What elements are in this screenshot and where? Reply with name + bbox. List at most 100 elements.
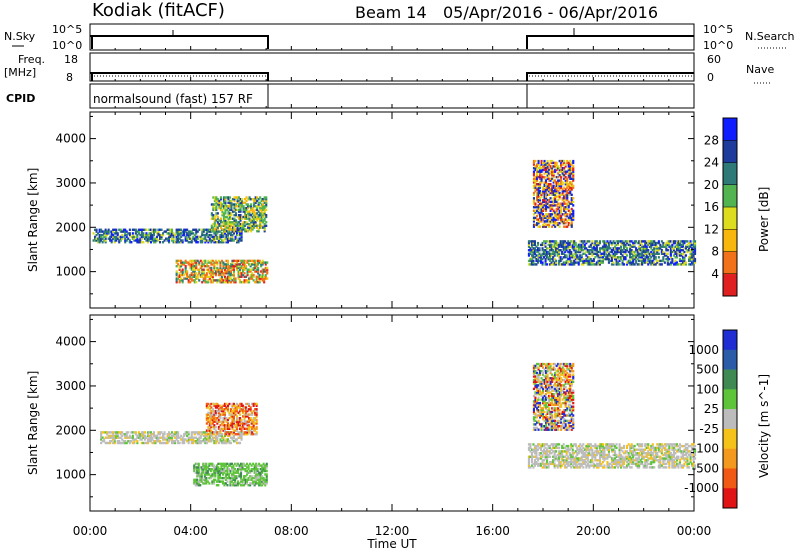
power-cell (265, 198, 268, 201)
power-cell (536, 195, 539, 198)
power-cell (564, 172, 567, 175)
velocity-cell (243, 417, 246, 420)
power-cell (604, 249, 607, 252)
velocity-cell (241, 466, 244, 469)
power-cell (600, 261, 603, 264)
power-cell (205, 233, 208, 237)
power-cell (529, 240, 532, 243)
power-cell (572, 168, 575, 172)
power-cell (647, 259, 650, 263)
power-cell (539, 167, 542, 170)
power-cell (580, 256, 583, 259)
power-cell (248, 279, 251, 282)
power-cell (572, 179, 575, 182)
velocity-cell (591, 459, 594, 462)
power-cell (654, 252, 657, 255)
power-cell (224, 203, 227, 206)
power-cell (657, 249, 660, 252)
velocity-cell (211, 438, 214, 441)
velocity-cell (222, 424, 225, 427)
power-cell (554, 181, 557, 184)
power-cell (265, 203, 268, 206)
power-cell (201, 230, 204, 233)
power-cell (660, 252, 663, 255)
velocity-cell (208, 482, 211, 485)
velocity-cell (591, 450, 594, 453)
velocity-cell (240, 473, 243, 476)
velocity-cell (142, 434, 145, 438)
power-cell (244, 224, 247, 227)
velocity-cell (232, 440, 235, 443)
velocity-cell (565, 462, 568, 466)
power-cell (545, 209, 548, 212)
velocity-cell (200, 473, 203, 476)
velocity-cell (217, 433, 220, 436)
velocity-cell (547, 455, 550, 458)
power-cell (253, 198, 256, 201)
power-cell (563, 159, 566, 163)
power-cell (551, 206, 554, 209)
velocity-cell (195, 436, 198, 439)
power-cell (691, 254, 694, 257)
power-cell (549, 256, 552, 259)
velocity-cell (203, 466, 206, 469)
velocity-cell (214, 436, 217, 439)
power-cell (627, 243, 630, 247)
power-cell (258, 273, 261, 277)
power-cell (606, 256, 609, 259)
velocity-cell (229, 415, 232, 418)
velocity-cell (223, 424, 226, 427)
velocity-cell (607, 455, 610, 458)
power-cell (536, 175, 539, 179)
velocity-cell (199, 466, 202, 469)
power-cell (253, 210, 256, 213)
power-cell (196, 230, 199, 233)
velocity-cell (211, 402, 214, 406)
power-cell (533, 249, 536, 252)
power-cell (539, 202, 542, 205)
power-cell (666, 249, 669, 252)
power-cell (576, 250, 579, 254)
power-cell (228, 266, 231, 270)
velocity-cell (148, 434, 151, 438)
velocity-cell (614, 453, 617, 457)
velocity-cell (579, 448, 582, 451)
velocity-cell (223, 415, 226, 418)
power-cell (636, 250, 639, 254)
power-cell (615, 259, 618, 263)
power-cell (262, 203, 265, 206)
power-cell (97, 241, 100, 244)
power-cell (548, 184, 551, 188)
power-cell (563, 218, 566, 221)
power-cell (653, 249, 656, 252)
power-cell (157, 239, 160, 242)
power-cell (124, 239, 127, 242)
velocity-cell (553, 464, 556, 467)
velocity-cell (215, 480, 218, 483)
power-cell (537, 184, 540, 188)
power-cell (549, 220, 552, 223)
power-cell (539, 170, 542, 173)
power-cell (204, 277, 207, 280)
power-cell (258, 277, 261, 280)
velocity-cell (240, 404, 243, 407)
power-cell (564, 206, 567, 209)
power-cell (186, 228, 189, 231)
power-cell (629, 243, 632, 247)
velocity-cell (604, 443, 607, 446)
freq-tick-top: 18 (64, 53, 78, 66)
velocity-cell (208, 415, 211, 418)
power-cell (668, 240, 671, 243)
power-cell (264, 275, 267, 278)
power-cell (157, 233, 160, 237)
power-cell (626, 247, 629, 250)
velocity-cell (610, 448, 613, 451)
power-cell (555, 181, 558, 184)
power-cell (569, 177, 572, 180)
power-cell (654, 256, 657, 259)
power-cell (226, 275, 229, 278)
power-cell (532, 249, 535, 252)
power-cell (559, 249, 562, 252)
power-cell (231, 261, 234, 264)
power-cell (647, 241, 650, 245)
